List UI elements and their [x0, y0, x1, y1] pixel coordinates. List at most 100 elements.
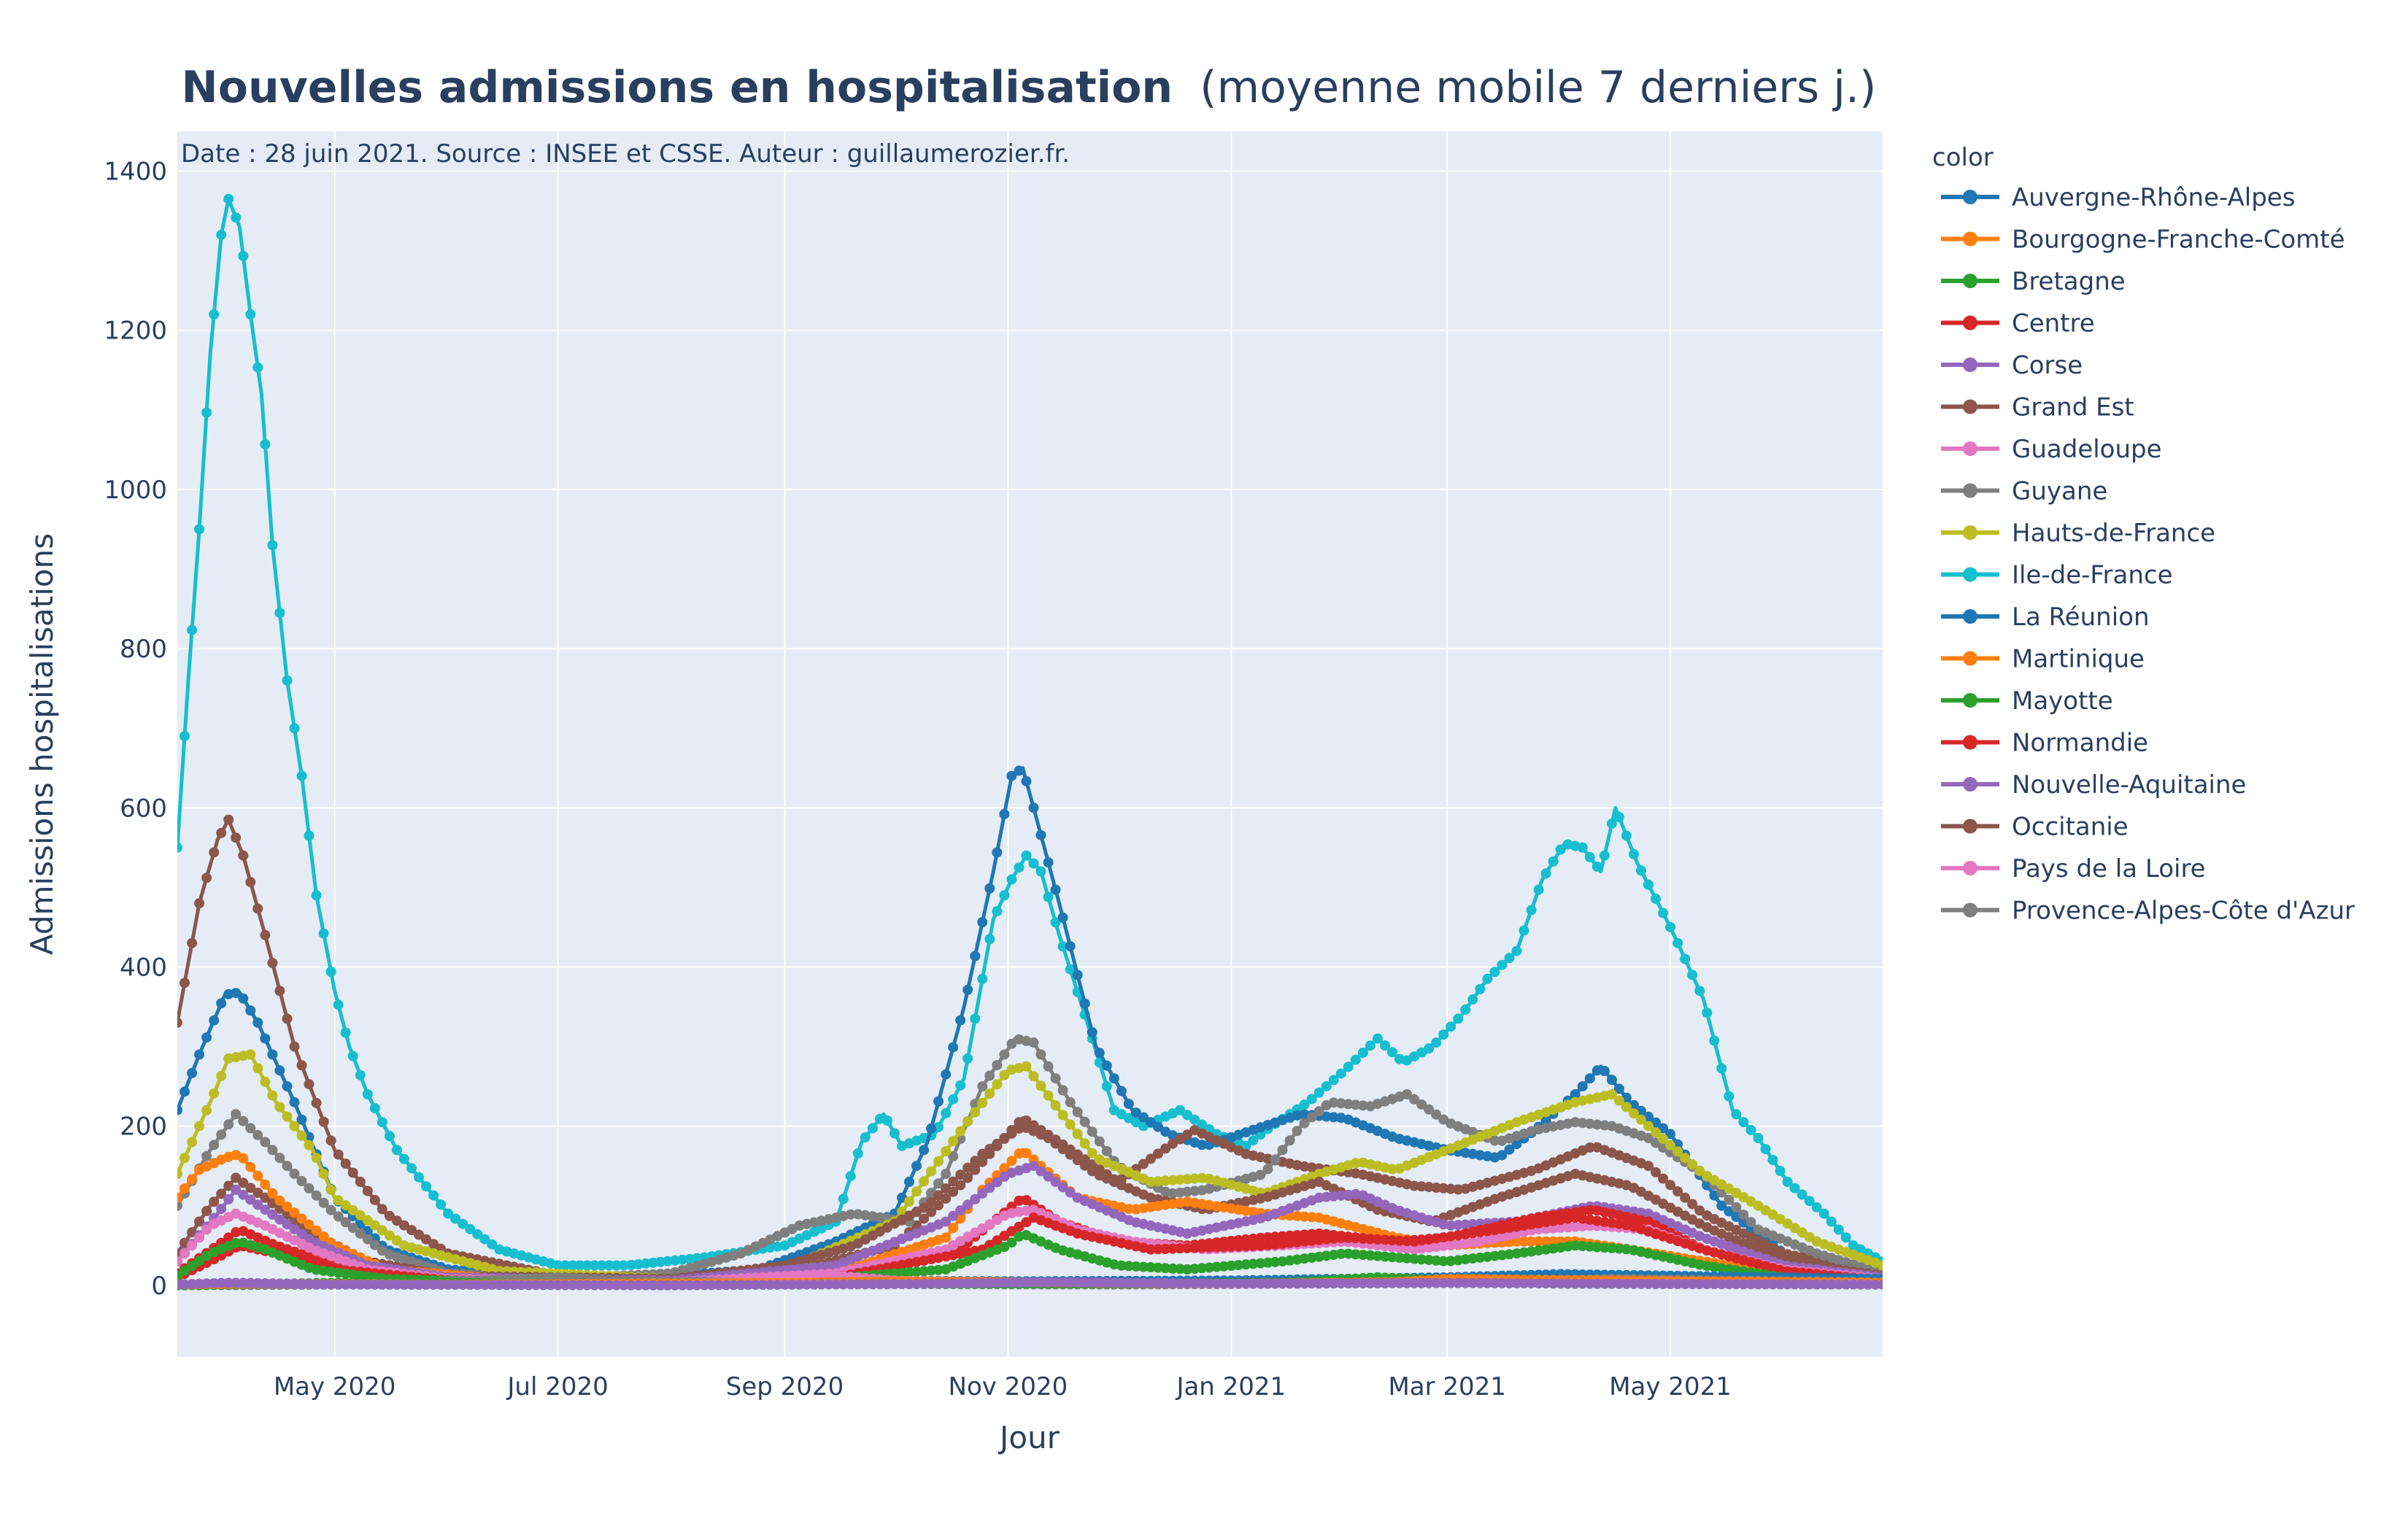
data-point [1087, 1026, 1097, 1037]
data-point [177, 842, 182, 853]
data-point [1094, 1277, 1105, 1288]
data-point [1350, 1233, 1361, 1244]
legend-item[interactable]: La Réunion [1941, 603, 2150, 632]
data-point [479, 1234, 490, 1245]
data-point [1160, 1263, 1171, 1274]
legend-item[interactable]: Provence-Alpes-Côte d'Azur [1941, 897, 2355, 926]
data-point [201, 1206, 212, 1216]
data-point [1665, 1180, 1676, 1191]
data-point [984, 1277, 995, 1288]
data-point [1570, 1089, 1581, 1099]
data-point [289, 1121, 300, 1131]
data-point [1123, 1204, 1134, 1215]
legend-item[interactable]: Martinique [1941, 645, 2145, 674]
data-point [260, 1033, 271, 1044]
data-point [1460, 1004, 1471, 1015]
legend-item[interactable]: Normandie [1941, 729, 2148, 758]
data-point [362, 1234, 373, 1245]
legend-item[interactable]: Bretagne [1941, 267, 2126, 296]
data-point [177, 1192, 182, 1203]
data-point [1262, 1164, 1273, 1175]
data-point [999, 809, 1010, 819]
data-point [1057, 1182, 1068, 1193]
legend-item[interactable]: Occitanie [1941, 813, 2129, 842]
data-point [1475, 1252, 1486, 1263]
legend-item[interactable]: Bourgogne-Franche-Comté [1941, 225, 2345, 255]
data-point [1518, 925, 1529, 936]
data-point [1197, 1242, 1208, 1253]
data-point [736, 1280, 746, 1291]
legend-item[interactable]: Nouvelle-Aquitaine [1941, 770, 2246, 800]
source-annotation: Date : 28 juin 2021. Source : INSEE et C… [181, 139, 1070, 169]
legend-item[interactable]: Guyane [1941, 477, 2107, 506]
data-point [1380, 1251, 1390, 1262]
data-point [1424, 1277, 1435, 1288]
data-point [970, 1013, 981, 1024]
data-point [245, 1161, 256, 1172]
data-point [889, 1279, 900, 1289]
data-point [1416, 1277, 1427, 1288]
data-point [1651, 1167, 1662, 1177]
data-point [977, 1277, 988, 1288]
legend-item[interactable]: Auvergne-Rhône-Alpes [1941, 183, 2295, 212]
legend-item[interactable]: Mayotte [1941, 686, 2113, 716]
data-point [1548, 1278, 1559, 1289]
data-point [1168, 1278, 1178, 1288]
data-point [245, 1278, 256, 1289]
data-point [1277, 1238, 1288, 1249]
legend-label: Guadeloupe [2012, 435, 2162, 464]
data-point [904, 1177, 914, 1187]
data-point [1606, 1278, 1617, 1289]
data-point [567, 1280, 578, 1291]
data-point [340, 1200, 351, 1211]
data-point [1270, 1154, 1281, 1165]
data-point [1613, 812, 1624, 822]
data-point [1160, 1143, 1171, 1154]
data-point [340, 1027, 351, 1038]
data-point [245, 1123, 256, 1134]
series-corse [177, 1277, 1883, 1291]
data-point [1313, 1106, 1324, 1117]
data-point [1365, 1250, 1375, 1261]
data-point [919, 1145, 930, 1156]
data-point [238, 1189, 249, 1200]
data-point [1262, 1232, 1273, 1242]
data-point [1006, 1277, 1017, 1288]
legend-item[interactable]: Corse [1941, 351, 2083, 380]
legend-item[interactable]: Grand Est [1941, 393, 2134, 422]
legend: color Auvergne-Rhône-Alpes Bourgogne-Fran… [1932, 143, 2355, 926]
data-point [1189, 1114, 1200, 1125]
data-point [867, 1123, 878, 1134]
data-point [252, 1063, 263, 1074]
data-point [1613, 1083, 1624, 1094]
data-point [1643, 1121, 1653, 1131]
data-point [1153, 1244, 1163, 1255]
data-point [860, 1279, 871, 1290]
data-point [252, 1017, 263, 1028]
legend-item[interactable]: Ile-de-France [1941, 561, 2173, 590]
data-point [1313, 1278, 1324, 1289]
data-point [1665, 921, 1676, 932]
data-point [1072, 1277, 1083, 1288]
data-point [787, 1279, 798, 1290]
data-point [1006, 1237, 1017, 1248]
data-point [1680, 953, 1691, 964]
data-point [1057, 1144, 1068, 1155]
data-point [1079, 998, 1090, 1009]
data-point [1153, 1148, 1163, 1159]
data-point [231, 1237, 242, 1248]
data-point [1826, 1216, 1837, 1227]
data-point [333, 999, 344, 1010]
data-point [948, 1210, 959, 1221]
data-point [1636, 865, 1646, 876]
legend-item[interactable]: Hauts-de-France [1941, 519, 2215, 548]
x-tick-label: Nov 2020 [949, 1372, 1068, 1401]
legend-item[interactable]: Pays de la Loire [1941, 854, 2206, 883]
data-point [1035, 1049, 1046, 1060]
legend-item[interactable]: Centre [1941, 309, 2095, 338]
data-point [933, 1178, 944, 1189]
data-point [201, 1278, 212, 1289]
legend-item[interactable]: Guadeloupe [1941, 435, 2162, 464]
data-point [897, 1267, 907, 1278]
data-point [311, 1097, 322, 1108]
